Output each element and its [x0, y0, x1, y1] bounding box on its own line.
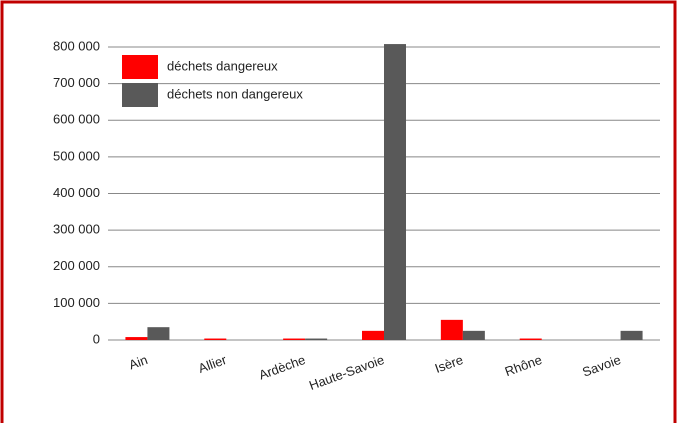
x-tick-label: Isère — [433, 352, 465, 376]
bar — [620, 330, 643, 340]
bar — [362, 330, 384, 340]
x-tick-label: Ardèche — [257, 352, 308, 383]
bar — [462, 330, 485, 340]
x-tick-label: Allier — [196, 352, 229, 376]
y-tick-label: 500 000 — [53, 148, 100, 163]
bar — [147, 327, 170, 340]
y-tick-label: 700 000 — [53, 75, 100, 90]
y-tick-label: 800 000 — [53, 38, 100, 53]
bar — [440, 319, 463, 340]
legend-label: déchets non dangereux — [167, 86, 303, 101]
bar — [305, 338, 328, 340]
y-tick-label: 600 000 — [53, 112, 100, 127]
bar — [125, 337, 148, 340]
legend-label: déchets dangereux — [167, 58, 278, 73]
bar — [204, 338, 227, 340]
bar — [384, 44, 406, 340]
y-tick-label: 200 000 — [53, 258, 100, 273]
y-tick-label: 0 — [93, 331, 100, 346]
bar — [519, 338, 542, 340]
y-tick-label: 100 000 — [53, 295, 100, 310]
bar — [283, 338, 306, 340]
x-tick-label: Rhône — [503, 352, 544, 379]
legend-swatch — [122, 83, 158, 107]
x-tick-label: Savoie — [580, 352, 622, 380]
x-tick-label: Ain — [127, 352, 150, 373]
y-tick-label: 300 000 — [53, 222, 100, 237]
legend-swatch — [122, 55, 158, 79]
x-tick-label: Haute-Savoie — [307, 352, 386, 393]
y-tick-label: 400 000 — [53, 185, 100, 200]
